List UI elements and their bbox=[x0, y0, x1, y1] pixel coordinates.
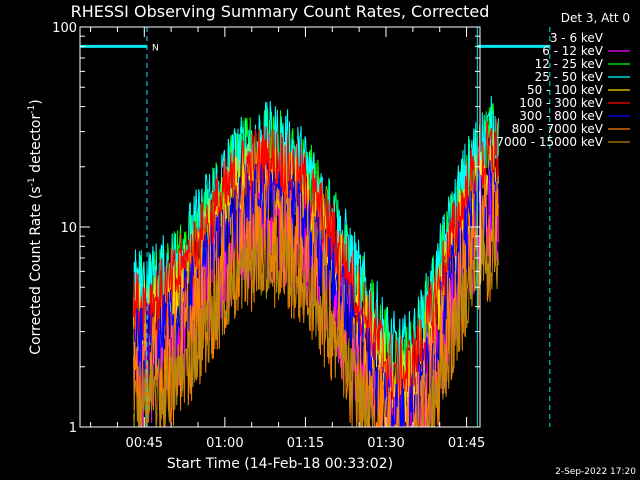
legend-label: 12 - 25 keV bbox=[535, 57, 604, 71]
night-label: N bbox=[152, 43, 159, 53]
series-line bbox=[133, 215, 499, 428]
x-tick-label: 01:15 bbox=[287, 436, 324, 451]
legend-label: 25 - 50 keV bbox=[535, 70, 604, 84]
x-tick-label: 01:45 bbox=[448, 436, 485, 451]
legend-label: 6 - 12 keV bbox=[542, 44, 604, 58]
legend-label: 300 - 800 keV bbox=[519, 109, 603, 123]
x-axis-label: Start Time (14-Feb-18 00:33:02) bbox=[167, 456, 393, 472]
series-line bbox=[133, 118, 499, 408]
y-axis-label: Corrected Count Rate (s-1 detector-1) bbox=[27, 99, 44, 354]
x-tick-label: 00:45 bbox=[126, 436, 163, 451]
footer-date: 2-Sep-2022 17:20 bbox=[555, 467, 636, 477]
legend-label: 100 - 300 keV bbox=[519, 96, 603, 110]
legend-label: 50 - 100 keV bbox=[527, 83, 604, 97]
y-tick-label: 1 bbox=[69, 421, 77, 436]
chart-title: RHESSI Observing Summary Count Rates, Co… bbox=[71, 2, 490, 21]
legend-label: 7000 - 15000 keV bbox=[496, 135, 603, 149]
legend-label: 800 - 7000 keV bbox=[512, 122, 604, 136]
legend-header: Det 3, Att 0 bbox=[561, 11, 630, 25]
x-tick-label: 01:30 bbox=[367, 436, 404, 451]
x-axis: 00:45 01:00 01:15 01:30 01:45 bbox=[90, 27, 485, 451]
legend-label: 3 - 6 keV bbox=[550, 31, 604, 45]
data-series-layer bbox=[133, 95, 499, 428]
x-tick-label: 01:00 bbox=[206, 436, 243, 451]
y-tick-label: 100 bbox=[52, 21, 77, 36]
y-tick-label: 10 bbox=[60, 221, 77, 236]
series-line bbox=[133, 168, 499, 428]
y-axis: 1 10 100 bbox=[52, 21, 480, 436]
